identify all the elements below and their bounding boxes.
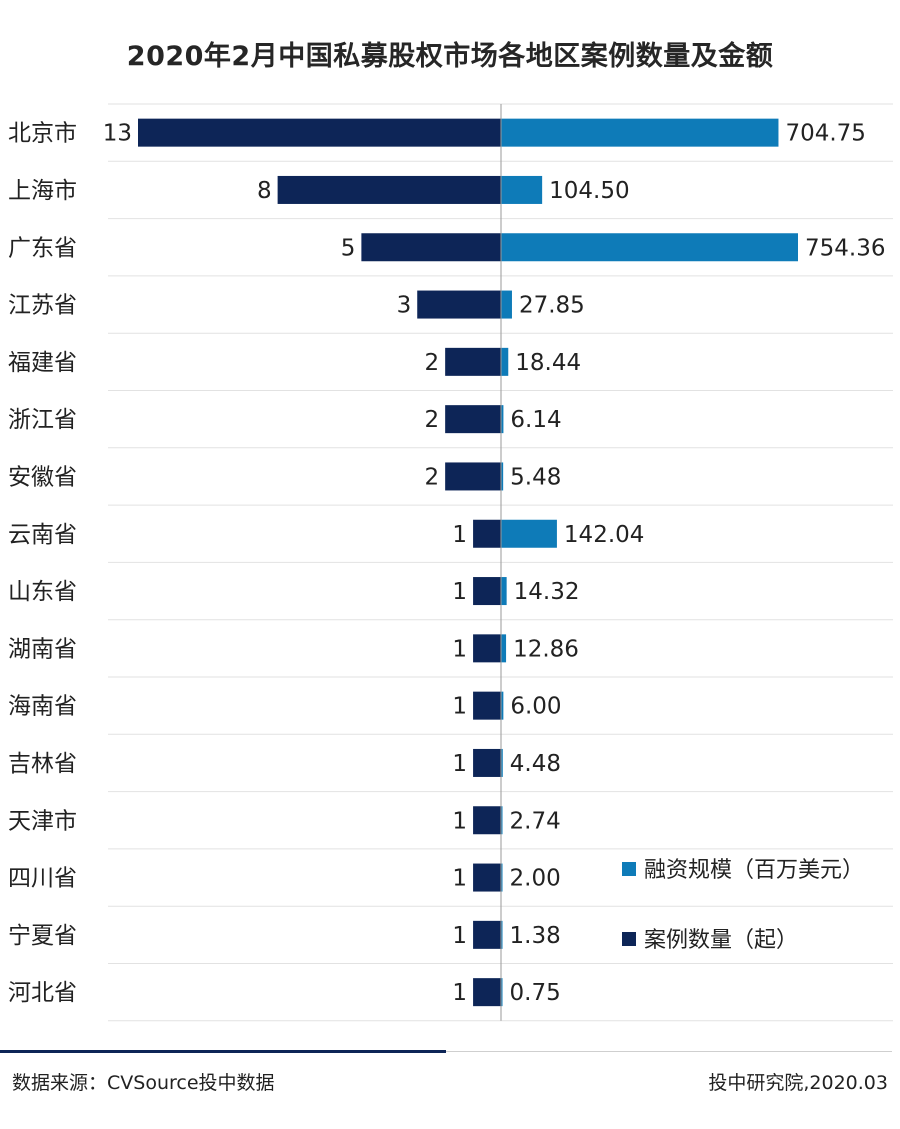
legend-amount: 融资规模（百万美元） xyxy=(622,852,864,884)
count-bar xyxy=(473,920,501,949)
amount-value-label: 704.75 xyxy=(785,121,865,147)
count-value-label: 1 xyxy=(452,751,467,777)
count-value-label: 2 xyxy=(425,407,440,433)
category-label: 浙江省 xyxy=(8,407,77,433)
count-value-label: 1 xyxy=(452,636,467,662)
amount-bar xyxy=(501,691,504,720)
category-label: 广东省 xyxy=(8,235,77,261)
category-label: 北京市 xyxy=(8,121,77,147)
amount-value-label: 14.32 xyxy=(514,579,580,605)
category-label: 湖南省 xyxy=(8,636,77,662)
legend-count: 案例数量（起） xyxy=(622,922,798,954)
category-label: 上海市 xyxy=(8,178,77,204)
amount-bar xyxy=(501,290,512,319)
category-label: 天津市 xyxy=(8,808,77,834)
legend-amount-swatch xyxy=(622,862,636,876)
amount-bar xyxy=(501,118,779,147)
count-bar xyxy=(277,175,501,204)
count-value-label: 1 xyxy=(452,923,467,949)
count-value-label: 1 xyxy=(452,808,467,834)
count-value-label: 2 xyxy=(425,350,440,376)
category-label: 福建省 xyxy=(8,350,77,376)
amount-value-label: 2.00 xyxy=(510,866,561,892)
amount-bar xyxy=(501,347,509,376)
amount-value-label: 104.50 xyxy=(549,178,629,204)
count-value-label: 1 xyxy=(452,980,467,1006)
footer-rule-light xyxy=(446,1051,892,1052)
count-bar xyxy=(361,233,501,262)
count-bar xyxy=(138,118,501,147)
count-bar xyxy=(445,347,501,376)
legend-amount-label: 融资规模（百万美元） xyxy=(644,858,865,883)
category-label: 四川省 xyxy=(8,866,77,892)
count-bar xyxy=(473,806,501,835)
count-bar xyxy=(473,748,501,777)
count-bar xyxy=(473,978,501,1007)
chart-title: 2020年2月中国私募股权市场各地区案例数量及金额 xyxy=(126,41,774,72)
count-bar xyxy=(445,462,501,491)
amount-value-label: 142.04 xyxy=(564,522,644,548)
amount-bar xyxy=(501,748,503,777)
count-bar xyxy=(473,634,501,663)
count-value-label: 3 xyxy=(397,293,412,319)
amount-bar xyxy=(501,462,504,491)
category-label: 山东省 xyxy=(8,579,77,605)
count-bar xyxy=(473,577,501,606)
amount-bar xyxy=(501,806,503,835)
amount-value-label: 5.48 xyxy=(510,464,561,490)
count-bar xyxy=(473,519,501,548)
count-value-label: 2 xyxy=(425,464,440,490)
count-bar xyxy=(445,405,501,434)
legend-count-label: 案例数量（起） xyxy=(644,928,799,953)
amount-value-label: 754.36 xyxy=(805,235,885,261)
count-value-label: 5 xyxy=(341,235,356,261)
count-value-label: 13 xyxy=(103,121,132,147)
category-label: 云南省 xyxy=(8,522,77,548)
amount-bar xyxy=(501,863,503,892)
category-label: 吉林省 xyxy=(8,751,77,777)
count-bar xyxy=(417,290,501,319)
category-label: 河北省 xyxy=(8,980,77,1006)
category-label: 江苏省 xyxy=(8,293,77,319)
bar-chart: 北京市 13 704.75 上海市 8 104.50 广东省 5 754.36 江苏省 3 27.85… xyxy=(8,103,893,1022)
count-bar xyxy=(473,863,501,892)
amount-bar xyxy=(501,978,503,1007)
amount-value-label: 6.14 xyxy=(510,407,561,433)
amount-bar xyxy=(501,577,507,606)
amount-value-label: 18.44 xyxy=(515,350,581,376)
amount-bar xyxy=(501,519,557,548)
amount-value-label: 0.75 xyxy=(510,980,561,1006)
amount-bar xyxy=(501,175,543,204)
count-bar xyxy=(473,691,501,720)
source-note: 数据来源：CVSource投中数据 xyxy=(12,1072,275,1094)
count-value-label: 1 xyxy=(452,694,467,720)
credit-note: 投中研究院,2020.03 xyxy=(708,1072,888,1094)
category-label: 海南省 xyxy=(8,694,77,720)
amount-value-label: 12.86 xyxy=(513,636,579,662)
amount-value-label: 2.74 xyxy=(510,808,561,834)
category-label: 宁夏省 xyxy=(8,923,77,949)
amount-value-label: 1.38 xyxy=(510,923,561,949)
amount-bar xyxy=(501,634,507,663)
count-value-label: 1 xyxy=(452,522,467,548)
amount-bar xyxy=(501,405,504,434)
amount-value-label: 4.48 xyxy=(510,751,561,777)
amount-bar xyxy=(501,920,503,949)
count-value-label: 1 xyxy=(452,579,467,605)
amount-value-label: 6.00 xyxy=(510,694,561,720)
footer-rule xyxy=(0,1050,446,1053)
category-label: 安徽省 xyxy=(8,464,77,490)
amount-bar xyxy=(501,233,798,262)
count-value-label: 8 xyxy=(257,178,272,204)
count-value-label: 1 xyxy=(452,866,467,892)
amount-value-label: 27.85 xyxy=(519,293,585,319)
legend-count-swatch xyxy=(622,932,636,946)
